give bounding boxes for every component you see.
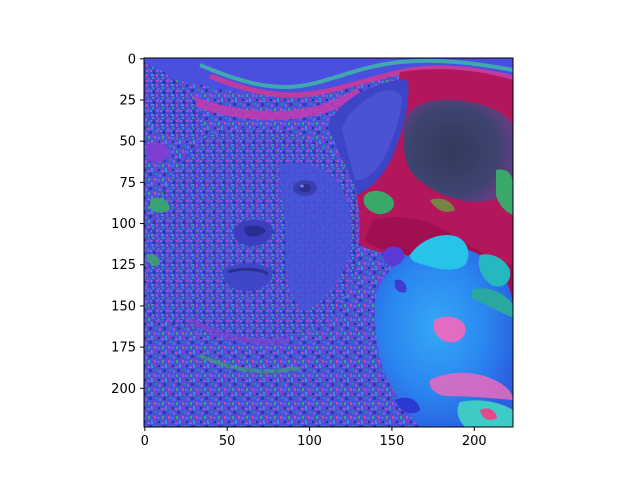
y-tick-label: 125	[111, 258, 136, 273]
y-tick-label: 0	[128, 52, 136, 67]
x-tick-label: 150	[380, 434, 405, 449]
x-tick-label: 100	[297, 434, 322, 449]
y-tick-label: 100	[111, 217, 136, 232]
y-tick-label: 200	[111, 382, 136, 397]
x-tick-label: 0	[141, 434, 149, 449]
y-tick-label: 25	[119, 94, 136, 109]
axes-frame	[143, 57, 514, 428]
y-tick-label: 175	[111, 341, 136, 356]
image-content	[144, 58, 513, 427]
x-axis: 0 50 100 150 200	[141, 427, 487, 449]
y-axis: 0 25 50 75 100 125 150 175 200	[111, 52, 144, 397]
y-tick-label: 50	[119, 135, 136, 150]
y-tick-label: 150	[111, 299, 136, 314]
y-tick-label: 75	[119, 176, 136, 191]
x-tick-label: 50	[219, 434, 236, 449]
x-tick-label: 200	[462, 434, 487, 449]
